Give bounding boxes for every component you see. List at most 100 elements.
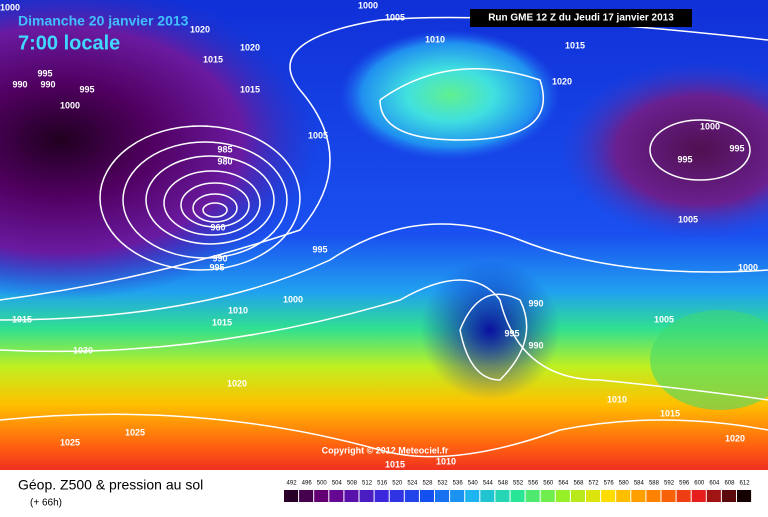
isobar-label: 1030 [73,345,93,355]
scale-label: 496 [302,481,313,487]
scale-label: 568 [573,481,584,487]
scale-label: 556 [528,481,539,487]
isobar-label: 1015 [212,317,232,327]
isobar-label: 990 [212,253,227,263]
isobar-label: 1015 [660,408,680,418]
scale-swatch [495,490,510,502]
scale-label: 540 [468,481,479,487]
scale-label: 608 [724,481,735,487]
isobar-label: 1020 [227,378,247,388]
isobar-label: 1010 [607,394,627,404]
isobar-label: 1025 [125,427,145,437]
scale-label: 504 [332,481,343,487]
scale-label: 536 [453,481,464,487]
scale-swatch [284,490,299,502]
isobar-label: 990 [528,298,543,308]
scale-label: 512 [362,481,373,487]
isobar-label: 1015 [203,54,223,64]
run-box [470,9,692,27]
scale-label: 584 [634,481,645,487]
isobar-label: 1000 [283,294,303,304]
isobar-label: 980 [217,156,232,166]
isobar-label: 990 [12,79,27,89]
scale-swatch [691,490,706,502]
scale-label: 508 [347,481,358,487]
isobar-label: 1010 [425,34,445,44]
isobar-label: 995 [79,84,94,94]
isobar-label: 1015 [12,314,32,324]
isobar-label: 1015 [565,40,585,50]
scale-swatch [480,490,495,502]
scale-swatch [555,490,570,502]
color-scale: 492 496 500 504 508 512 516 520 524 528 532 536 540 5… [284,481,752,502]
scale-swatch [389,490,404,502]
scale-swatch [374,490,389,502]
scale-swatch [450,490,465,502]
isobar-label: 995 [677,154,692,164]
isobar-label: 1015 [240,84,260,94]
scale-label: 528 [422,481,433,487]
scale-swatch [570,490,585,502]
scale-label: 524 [407,481,418,487]
scale-label: 596 [679,481,690,487]
map-date: Dimanche 20 janvier 2013 [18,13,189,29]
scale-swatch [721,490,736,502]
isobar-label: 995 [729,143,744,153]
isobar-label: 1020 [190,24,210,34]
isobar-label: 1005 [308,130,328,140]
scale-label: 520 [392,481,403,487]
scale-label: 500 [317,481,328,487]
isobar-label: 1000 [60,100,80,110]
scale-label: 592 [664,481,675,487]
cutoff-low [420,260,560,400]
isobar-label: 1020 [552,76,572,86]
scale-swatch [419,490,434,502]
isobar-label: 995 [209,262,224,272]
scale-swatch [314,490,329,502]
isobar-label: 995 [312,244,327,254]
isobar-label: 1020 [725,433,745,443]
copyright: Copyright © 2012 Meteociel.fr [322,445,449,455]
isobar-label: 1010 [436,456,456,466]
isobar-label: 1020 [240,42,260,52]
scale-swatch [465,490,480,502]
isobar-label: 995 [37,68,52,78]
scale-swatch [646,490,661,502]
warm-east [650,310,768,410]
scale-swatch [404,490,419,502]
scale-swatch [737,490,752,502]
scale-swatch [661,490,676,502]
trough-east [560,60,768,240]
scale-swatch [540,490,555,502]
scale-label: 544 [483,481,494,487]
scale-swatch [299,490,314,502]
isobar-label: 990 [528,340,543,350]
isobar-label: 1000 [0,2,20,12]
scale-label: 564 [558,481,569,487]
legend-lead: (+ 66h) [30,498,62,509]
isobar-label: 1000 [358,0,378,10]
map-time: 7:00 locale [18,32,120,54]
scale-swatch [706,490,721,502]
scale-swatch [510,490,525,502]
isobar-label: 1000 [738,262,758,272]
scale-swatch [344,490,359,502]
isobar-label: 1005 [678,214,698,224]
isobar-label: 995 [504,328,519,338]
isobar-label: 1010 [228,305,248,315]
isobar-label: 1015 [385,459,405,469]
isobar-label: 1000 [700,121,720,131]
scale-swatch [601,490,616,502]
scale-swatch [525,490,540,502]
scale-label: 600 [694,481,705,487]
isobar-label: 990 [40,79,55,89]
scale-swatch [329,490,344,502]
scale-label: 580 [619,481,630,487]
scale-label: 560 [543,481,554,487]
scale-label: 572 [589,481,600,487]
scale-label: 612 [740,481,751,487]
scale-label: 604 [709,481,720,487]
scale-label: 516 [377,481,388,487]
scale-label: 552 [513,481,524,487]
